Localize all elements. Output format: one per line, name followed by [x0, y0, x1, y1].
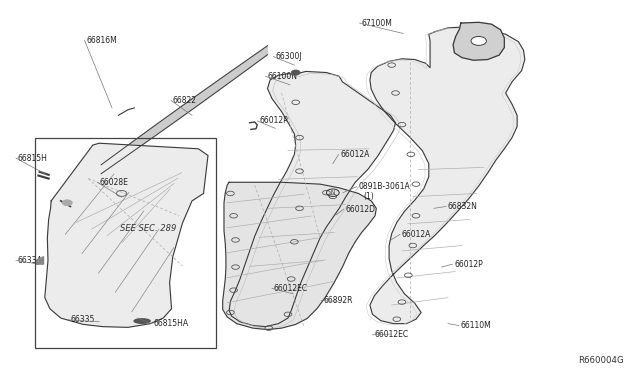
Text: 66815HA: 66815HA: [154, 319, 189, 328]
Text: 66334: 66334: [18, 256, 42, 265]
Text: 66012EC: 66012EC: [274, 284, 308, 293]
Bar: [35, 138, 216, 348]
Text: N: N: [331, 190, 335, 195]
Text: 66012EC: 66012EC: [374, 330, 408, 339]
Text: SEE SEC. 289: SEE SEC. 289: [120, 224, 177, 233]
Polygon shape: [101, 46, 268, 174]
Text: 66815H: 66815H: [18, 154, 48, 163]
Ellipse shape: [134, 319, 150, 323]
Text: 66012P: 66012P: [454, 260, 483, 269]
Circle shape: [62, 200, 72, 206]
Text: 0891B-3061A: 0891B-3061A: [358, 182, 410, 191]
Text: 66012P: 66012P: [259, 116, 288, 125]
Polygon shape: [370, 27, 525, 324]
Text: 66012A: 66012A: [402, 230, 431, 239]
Polygon shape: [453, 22, 504, 60]
Text: 66832N: 66832N: [448, 202, 478, 211]
Circle shape: [291, 70, 300, 75]
Text: 66100N: 66100N: [268, 72, 298, 81]
Text: 66822: 66822: [173, 96, 197, 105]
Polygon shape: [36, 257, 44, 264]
Text: 66335: 66335: [70, 315, 95, 324]
Text: 67100M: 67100M: [362, 19, 392, 28]
Text: 66816M: 66816M: [86, 36, 117, 45]
Text: (1): (1): [364, 192, 374, 201]
Polygon shape: [229, 71, 396, 327]
Text: 66012D: 66012D: [346, 205, 376, 214]
Text: 66892R: 66892R: [323, 296, 353, 305]
Text: 66300J: 66300J: [275, 52, 302, 61]
Text: 66110M: 66110M: [461, 321, 492, 330]
Circle shape: [471, 36, 486, 45]
Polygon shape: [45, 143, 208, 327]
Text: R660004G: R660004G: [579, 356, 624, 365]
Text: 66012A: 66012A: [340, 150, 370, 159]
Text: 66028E: 66028E: [99, 178, 128, 187]
Polygon shape: [223, 182, 376, 330]
